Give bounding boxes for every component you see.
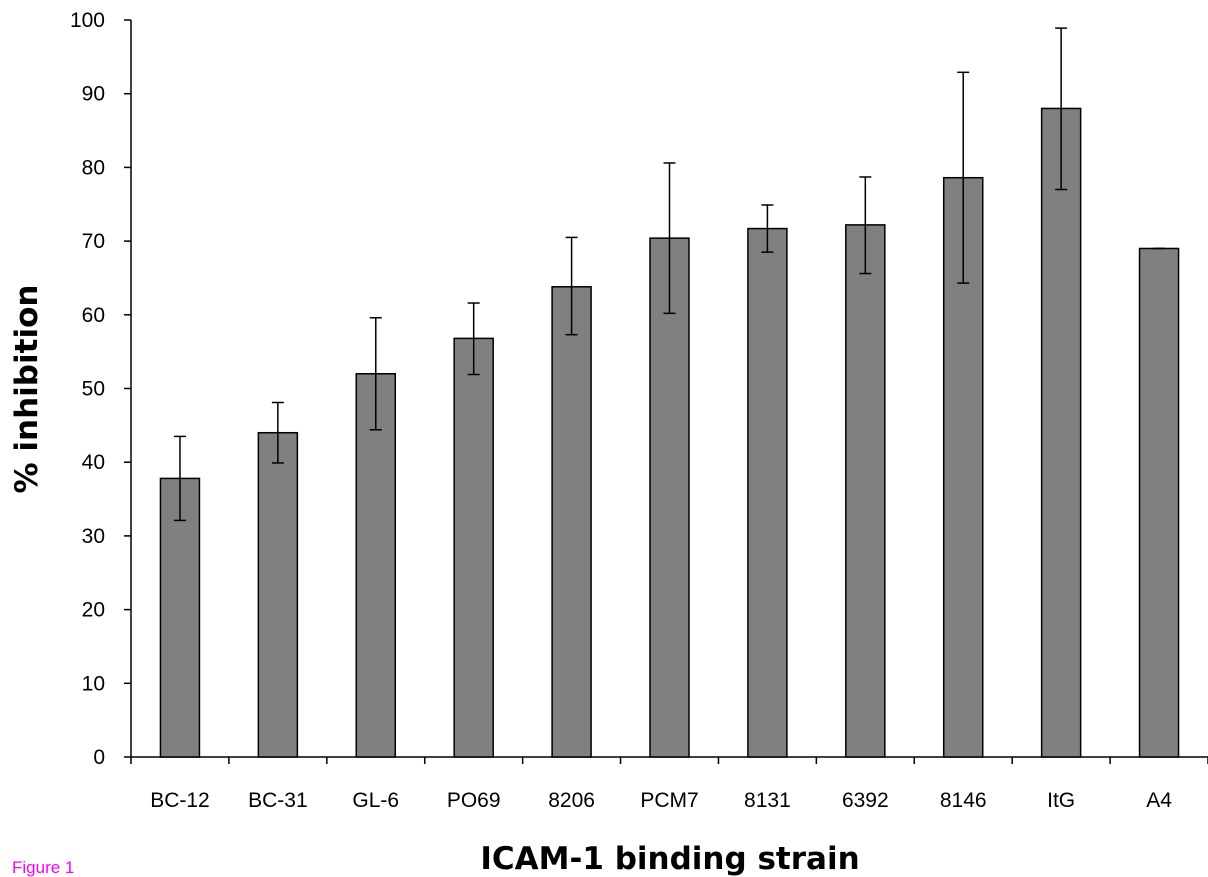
y-tick-label: 90: [82, 83, 105, 106]
bar: [845, 224, 886, 758]
bar: [1138, 247, 1180, 758]
y-tick-label: 70: [82, 230, 105, 253]
x-axis-title: ICAM-1 binding strain: [480, 841, 859, 877]
y-tick-label: 10: [82, 672, 105, 695]
bar: [551, 286, 592, 758]
x-tick-label: 8206: [548, 789, 595, 812]
y-axis: 0 10 20 30 40 50 60 70 80 90 100: [70, 9, 132, 769]
y-tick-label: 60: [82, 304, 105, 327]
x-tick-label: PO69: [447, 789, 501, 812]
bars: [159, 107, 1180, 758]
bar: [257, 431, 299, 758]
x-tick-label: 6392: [842, 789, 889, 812]
y-tick-label: 20: [82, 599, 105, 622]
x-axis: BC-12 BC-31 GL-6 PO69 8206 PCM7 8131 6392 8146 It…: [130, 756, 1208, 812]
x-tick-label: 8146: [940, 789, 987, 812]
figure-label: Figure 1: [12, 858, 75, 877]
bar: [355, 373, 397, 758]
x-tick-label: GL-6: [352, 789, 399, 812]
y-tick-label: 30: [82, 525, 105, 548]
x-tick-label: BC-12: [150, 789, 210, 812]
bar: [159, 477, 201, 758]
bar: [453, 337, 494, 758]
x-tick-label: ItG: [1047, 789, 1075, 812]
x-tick-label: 8131: [744, 789, 791, 812]
y-tick-label: 50: [82, 378, 105, 401]
y-tick-label: 0: [93, 746, 105, 769]
bar: [649, 237, 690, 758]
x-tick-label: BC-31: [248, 789, 308, 812]
y-tick-label: 80: [82, 156, 105, 179]
error-bars: [173, 27, 1166, 522]
bar: [1040, 107, 1082, 758]
y-tick-label: 100: [70, 9, 105, 32]
y-tick-label: 40: [82, 451, 105, 474]
x-tick-label: PCM7: [640, 789, 698, 812]
x-tick-label: A4: [1146, 789, 1172, 812]
bar: [747, 227, 788, 758]
y-axis-title: % inhibition: [9, 285, 45, 494]
